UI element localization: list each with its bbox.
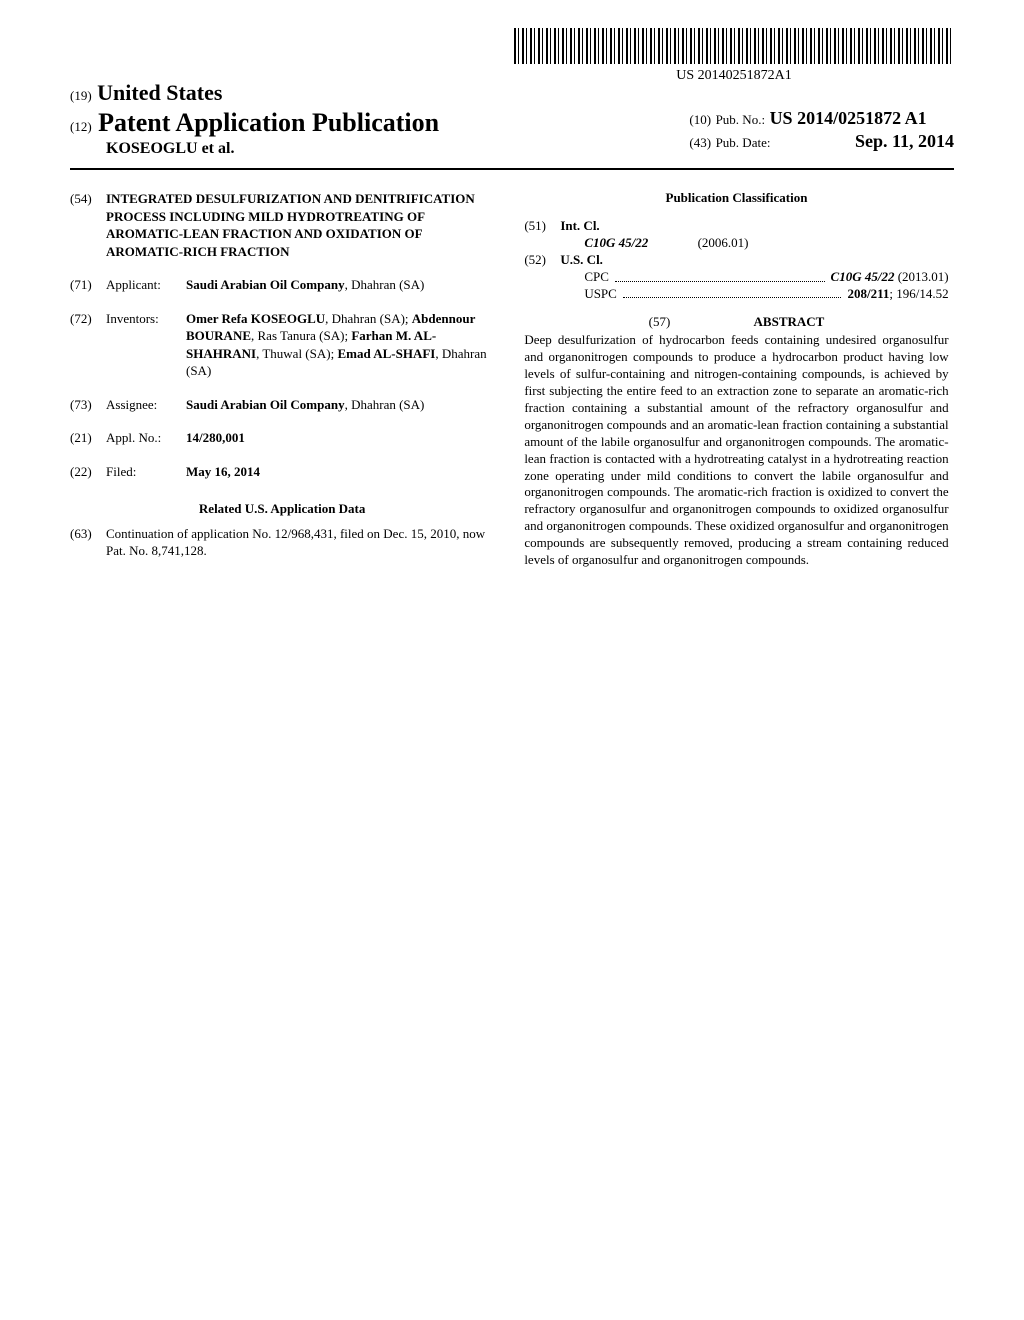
uspc-extra: ; 196/14.52 (889, 286, 948, 301)
abstract-num: (57) (649, 314, 671, 329)
filed-value: May 16, 2014 (186, 463, 494, 481)
inventor-name: Omer Refa KOSEOGLU (186, 311, 325, 326)
barcode-image (514, 28, 954, 64)
inventor-loc: , Dhahran (SA); (325, 311, 412, 326)
pub-date-value: Sep. 11, 2014 (855, 131, 954, 151)
us-cl-label: U.S. Cl. (560, 252, 948, 269)
inventors-num: (72) (70, 310, 106, 380)
uspc-suffix: 208/211; 196/14.52 (847, 286, 948, 303)
cpc-suffix: C10G 45/22 (2013.01) (831, 269, 949, 286)
country-name: United States (97, 80, 222, 105)
filed-num: (22) (70, 463, 106, 481)
title-text: INTEGRATED DESULFURIZATION AND DENITRIFI… (106, 190, 494, 260)
pub-type-prefix: (12) (70, 119, 92, 134)
uspc-code: 208/211 (847, 286, 889, 301)
us-cl-row: (52) U.S. Cl. CPC C10G 45/22 (2013.01) U… (524, 252, 948, 303)
related-num: (63) (70, 525, 106, 560)
uspc-prefix: USPC (584, 286, 617, 303)
divider-line (70, 168, 954, 170)
int-cl-year: (2006.01) (698, 235, 749, 252)
applicant-name: Saudi Arabian Oil Company (186, 277, 345, 292)
pub-no-label: Pub. No.: (716, 112, 765, 127)
us-cl-num: (52) (524, 252, 560, 303)
inventor-loc: , Thuwal (SA); (256, 346, 337, 361)
int-cl-line: C10G 45/22 (2006.01) (560, 235, 948, 252)
cpc-year: (2013.01) (894, 269, 948, 284)
appl-no-num: (21) (70, 429, 106, 447)
abstract-label: ABSTRACT (754, 314, 825, 329)
title-field: (54) INTEGRATED DESULFURIZATION AND DENI… (70, 190, 494, 260)
inventors-label: Inventors: (106, 310, 186, 380)
appl-no-value: 14/280,001 (186, 429, 494, 447)
assignee-name: Saudi Arabian Oil Company (186, 397, 345, 412)
us-cl-content: U.S. Cl. CPC C10G 45/22 (2013.01) USPC 2… (560, 252, 948, 303)
inventor-name: Emad AL-SHAFI (337, 346, 435, 361)
dots (615, 269, 825, 282)
int-cl-code: C10G 45/22 (584, 235, 694, 252)
filed-label: Filed: (106, 463, 186, 481)
inventors-field: (72) Inventors: Omer Refa KOSEOGLU, Dhah… (70, 310, 494, 380)
pub-no-line: (10) Pub. No.: US 2014/0251872 A1 (689, 108, 954, 129)
content-columns: (54) INTEGRATED DESULFURIZATION AND DENI… (70, 190, 954, 576)
country-prefix: (19) (70, 88, 92, 103)
int-cl-row: (51) Int. Cl. C10G 45/22 (2006.01) (524, 218, 948, 252)
abstract-text: Deep desulfurization of hydrocarbon feed… (524, 332, 948, 568)
assignee-field: (73) Assignee: Saudi Arabian Oil Company… (70, 396, 494, 414)
cpc-code: C10G 45/22 (831, 269, 895, 284)
barcode-text: US 20140251872A1 (514, 68, 954, 84)
int-cl-content: Int. Cl. C10G 45/22 (2006.01) (560, 218, 948, 252)
title-num: (54) (70, 190, 106, 260)
pub-class-header: Publication Classification (524, 190, 948, 206)
cpc-line: CPC C10G 45/22 (2013.01) (584, 269, 948, 286)
inventors-content: Omer Refa KOSEOGLU, Dhahran (SA); Abdenn… (186, 310, 494, 380)
inventor-loc: , Ras Tanura (SA); (251, 328, 351, 343)
related-header: Related U.S. Application Data (70, 501, 494, 517)
assignee-label: Assignee: (106, 396, 186, 414)
filed-field: (22) Filed: May 16, 2014 (70, 463, 494, 481)
assignee-content: Saudi Arabian Oil Company, Dhahran (SA) (186, 396, 494, 414)
appl-no-label: Appl. No.: (106, 429, 186, 447)
pub-no-prefix: (10) (689, 112, 711, 127)
int-cl-label: Int. Cl. (560, 218, 948, 235)
applicant-label: Applicant: (106, 276, 186, 294)
cpc-prefix: CPC (584, 269, 609, 286)
header-right: (10) Pub. No.: US 2014/0251872 A1 (43) P… (689, 108, 954, 152)
assignee-num: (73) (70, 396, 106, 414)
applicant-content: Saudi Arabian Oil Company, Dhahran (SA) (186, 276, 494, 294)
left-column: (54) INTEGRATED DESULFURIZATION AND DENI… (70, 190, 494, 576)
pub-type: Patent Application Publication (98, 108, 439, 137)
applicant-field: (71) Applicant: Saudi Arabian Oil Compan… (70, 276, 494, 294)
appl-no-field: (21) Appl. No.: 14/280,001 (70, 429, 494, 447)
assignee-location: , Dhahran (SA) (345, 397, 425, 412)
related-field: (63) Continuation of application No. 12/… (70, 525, 494, 560)
int-cl-num: (51) (524, 218, 560, 252)
abstract-header: (57) ABSTRACT (524, 314, 948, 330)
applicant-location: , Dhahran (SA) (345, 277, 425, 292)
related-text: Continuation of application No. 12/968,4… (106, 525, 494, 560)
barcode-section: US 20140251872A1 (514, 28, 954, 84)
pub-date-prefix: (43) (689, 135, 711, 150)
applicant-num: (71) (70, 276, 106, 294)
pub-no-value: US 2014/0251872 A1 (770, 108, 927, 128)
pub-date-line: (43) Pub. Date: Sep. 11, 2014 (689, 131, 954, 152)
uspc-line: USPC 208/211; 196/14.52 (584, 286, 948, 303)
pub-date-label: Pub. Date: (716, 135, 771, 150)
dots (623, 286, 842, 299)
right-column: Publication Classification (51) Int. Cl.… (524, 190, 948, 576)
